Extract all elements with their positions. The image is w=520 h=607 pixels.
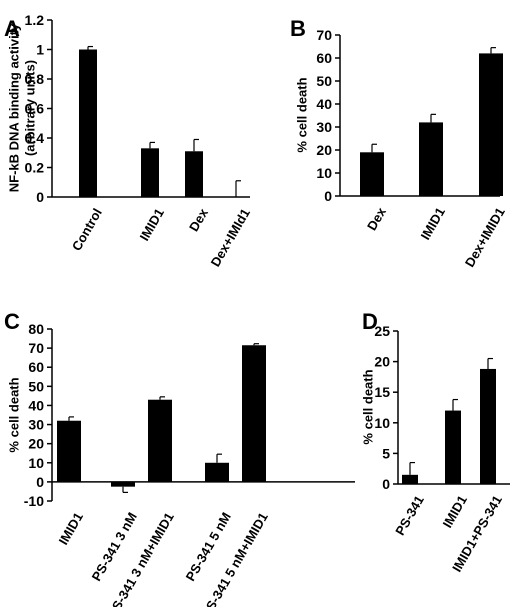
panel-c-ytick-label: 20 [28,436,44,452]
panel-a-ytick-label: 0.4 [25,130,45,146]
panel-a-category-label: IMID1 [137,206,167,244]
panel-a-bar [79,49,97,197]
panel-b-ytick-label: 0 [324,188,332,204]
panel-d-category-label: IMID1 [440,493,470,531]
panel-d-bar [402,474,418,484]
panel-d-bar [480,368,496,484]
panel-c-bar [148,399,172,482]
panel-b-ytick-label: 30 [316,119,332,135]
panel-b-ytick-label: 40 [316,96,332,112]
panel-c-ytick-label: 30 [28,417,44,433]
panel-a-letter: A [4,16,20,41]
panel-d-bar [445,410,461,484]
panel-d-y-axis-label: % cell death [361,369,376,444]
panel-d-ytick-label: 15 [374,384,390,400]
panel-d-ytick-label: 25 [374,323,390,339]
panel-d-ytick-label: 0 [382,476,390,492]
panel-b-bar [479,53,503,197]
panel-c-bar [242,345,266,482]
panel-b-ytick-label: 50 [316,73,332,89]
panel-a-ytick-label: 0.8 [25,71,45,87]
panel-b-ytick-label: 10 [316,165,332,181]
panel-a-bar [141,148,159,197]
panel-b-letter: B [290,16,306,41]
panel-c-ytick-label: 50 [28,378,44,394]
panel-b-category-label: Dex [364,204,389,233]
panel-c-bar [205,462,229,482]
panel-c-ytick-label: 40 [28,397,44,413]
panel-c-letter: C [4,309,20,334]
panel-c-ytick-label: 0 [36,474,44,490]
panel-c-y-axis-label: % cell death [7,377,22,452]
panel-c-bar [111,481,135,487]
panel-b-category-label: IMID1 [418,205,448,243]
panel-c-ytick-label: 70 [28,340,44,356]
panel-a-ytick-label: 1.2 [25,12,45,28]
panel-c-ytick-label: 80 [28,321,44,337]
panel-a-category-label: Dex+IMId1 [208,206,253,270]
panel-a-ytick-label: 0.2 [25,160,45,176]
panel-c-bar [57,420,81,482]
panel-a-bar [185,151,203,197]
panel-b-y-axis-label: % cell death [295,77,310,152]
panel-b-ytick-label: 20 [316,142,332,158]
panel-b-category-label: Dex+IMID1 [462,205,508,270]
panel-a-ytick-label: 0 [36,189,44,205]
panel-a-ytick-label: 0.6 [25,101,45,117]
panel-a-category-label: Dex [186,205,211,234]
panel-a-y-axis-label-units: (arbitrary units) [23,60,38,156]
panel-c-ytick-label: 60 [28,359,44,375]
panel-d-ytick-label: 20 [374,354,390,370]
panel-a-y-axis-label: NF-kB DNA binding activity [7,23,22,192]
panel-c-category-label: IMID1 [56,510,86,548]
panel-a-category-label: Control [69,206,105,254]
panel-b-bar [360,152,384,196]
panel-d-ytick-label: 10 [374,415,390,431]
panel-d-letter: D [362,309,378,334]
panel-c-ytick-label: 10 [28,455,44,471]
panel-b-ytick-label: 60 [316,50,332,66]
panel-b-ytick-label: 70 [316,27,332,43]
panel-b-bar [419,122,443,196]
panel-a-ytick-label: 1 [36,42,44,58]
panel-d-ytick-label: 5 [382,445,390,461]
panel-d-category-label: PS-341 [392,493,427,538]
panel-c-ytick-label: -10 [24,493,44,509]
